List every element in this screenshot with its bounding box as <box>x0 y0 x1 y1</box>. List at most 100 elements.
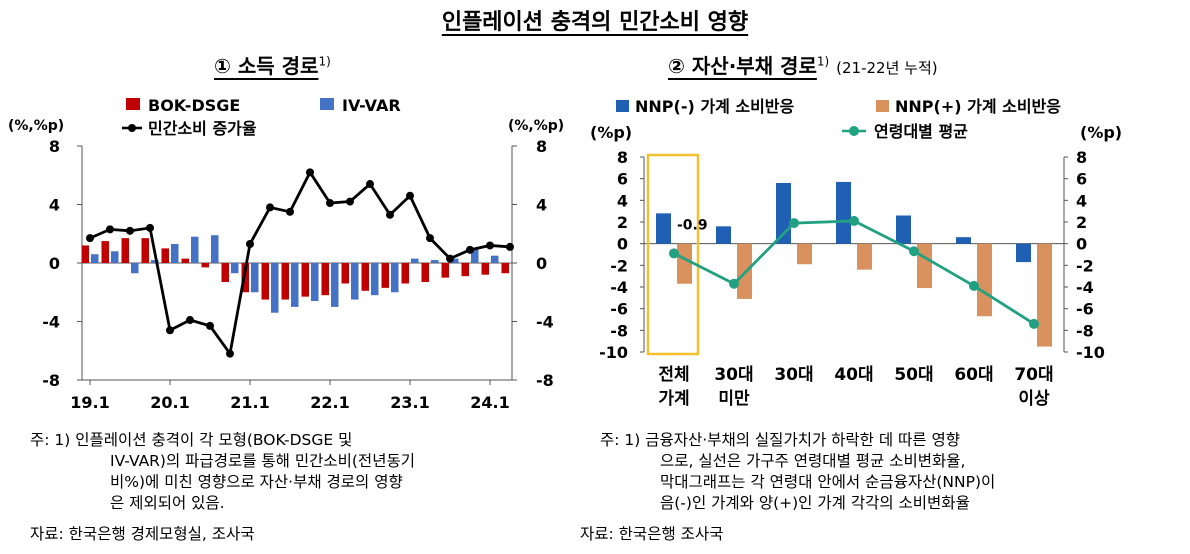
bar-iv-var <box>371 263 379 296</box>
point-consumption-growth <box>126 226 134 235</box>
bar-bok-dsge <box>101 241 109 263</box>
right-source: 자료: 한국은행 조사국 <box>580 525 724 543</box>
y-tick-label-left: 8 <box>49 137 60 156</box>
legend-swatch <box>128 124 136 132</box>
bar-bok-dsge <box>421 263 429 283</box>
y-tick-label-left: 4 <box>49 196 60 215</box>
point-consumption-growth <box>346 197 354 206</box>
x-category-label: 30대 <box>714 365 753 385</box>
y-tick-label-right: -10 <box>1076 343 1105 362</box>
point-consumption-growth <box>266 203 274 212</box>
bar-iv-var <box>171 243 179 263</box>
point-consumption-growth <box>506 242 514 251</box>
y-tick-label-right: -4 <box>1076 278 1094 297</box>
y-tick-label-right: 0 <box>536 254 547 273</box>
right-footnote-line: 음(-)인 가계와 양(+)인 가계 각각의 소비변화율 <box>660 494 970 512</box>
y-tick-label-left: -8 <box>42 371 60 390</box>
point-consumption-growth <box>466 245 474 254</box>
right-footnote: 주: 1) 금융자산·부채의 실질가치가 하락한 데 따른 영향 으로, 실선은… <box>600 430 995 514</box>
y-tick-label-right: -8 <box>536 371 554 390</box>
bar-iv-var <box>231 263 239 274</box>
bar-nnp-positive <box>977 243 992 317</box>
bar-nnp-positive <box>677 243 692 284</box>
line-consumption-growth <box>89 169 511 358</box>
bar-bok-dsge <box>81 245 89 263</box>
bar-iv-var <box>131 263 139 274</box>
point-consumption-growth <box>486 241 494 250</box>
point-age-average <box>969 280 979 291</box>
bar-bok-dsge <box>361 263 369 291</box>
y-tick-label-left: -8 <box>610 321 628 340</box>
bar-bok-dsge <box>501 263 509 274</box>
point-consumption-growth <box>206 321 214 330</box>
y-tick-label-left: -10 <box>599 343 628 362</box>
left-footnote: 주: 1) 인플레이션 충격이 각 모형(BOK-DSGE 및 IV-VAR)의… <box>30 430 415 514</box>
legend-label: NNP(-) 가계 소비반응 <box>635 97 795 116</box>
y-tick-label-right: 4 <box>1076 191 1087 210</box>
point-consumption-growth <box>106 225 114 234</box>
y-tick-label-right: -8 <box>1076 321 1094 340</box>
bar-bok-dsge <box>481 263 489 275</box>
y-tick-label-left: -4 <box>610 278 628 297</box>
bar-bok-dsge <box>341 263 349 284</box>
y-axis-unit-right: (%,%p) <box>508 118 564 134</box>
page-title: 인플레이션 충격의 민간소비 영향 <box>441 10 749 35</box>
right-footnote-line: 으로, 실선은 가구주 연령대별 평균 소비변화율, <box>660 452 966 470</box>
y-tick-label-left: 6 <box>617 170 628 189</box>
bar-nnp-positive <box>797 243 812 265</box>
point-consumption-growth <box>166 326 174 335</box>
legend-label: 민간소비 증가율 <box>148 119 257 138</box>
point-age-average <box>909 246 919 257</box>
legend-label: IV-VAR <box>342 96 401 115</box>
y-tick-label-right: 6 <box>1076 170 1087 189</box>
left-footnote-line: 은 제외되어 있음. <box>110 494 225 512</box>
right-chart-title-note: (21-22년 누적) <box>836 59 938 77</box>
x-category-label: 전체 <box>658 365 689 385</box>
legend-swatch <box>876 100 889 112</box>
right-footnote-line: 막대그래프는 각 연령대 안에서 순금융자산(NNP)이 <box>660 473 996 491</box>
point-consumption-growth <box>326 199 334 208</box>
bar-nnp-positive <box>1037 243 1052 347</box>
point-consumption-growth <box>226 349 234 358</box>
bar-iv-var <box>151 260 159 263</box>
legend-label: 연령대별 평균 <box>874 122 968 141</box>
bar-bok-dsge <box>301 263 309 297</box>
x-category-label: 미만 <box>718 389 750 409</box>
x-category-label: 40대 <box>834 365 873 385</box>
point-age-average <box>729 278 739 289</box>
bar-iv-var <box>291 263 299 307</box>
x-tick-label: 19.1 <box>70 393 109 412</box>
bar-iv-var <box>351 263 359 300</box>
x-category-label: 30대 <box>774 365 813 385</box>
y-tick-label-right: 4 <box>536 196 547 215</box>
y-tick-label-right: -4 <box>536 313 554 332</box>
point-consumption-growth <box>186 316 194 325</box>
bar-nnp-negative <box>1016 243 1031 263</box>
bar-nnp-negative <box>656 213 671 244</box>
bar-iv-var <box>491 255 499 263</box>
bar-bok-dsge <box>201 263 209 268</box>
point-consumption-growth <box>406 191 414 200</box>
y-tick-label-left: -4 <box>42 313 60 332</box>
point-age-average <box>1029 318 1039 329</box>
x-tick-label: 24.1 <box>470 393 509 412</box>
bar-bok-dsge <box>381 263 389 288</box>
point-consumption-growth <box>366 180 374 189</box>
bar-iv-var <box>471 248 479 263</box>
point-age-average <box>669 248 679 259</box>
bar-iv-var <box>391 263 399 293</box>
bar-nnp-negative <box>956 237 971 244</box>
x-tick-label: 22.1 <box>310 393 349 412</box>
data-label-annotation: -0.9 <box>677 218 708 234</box>
y-tick-label-right: 8 <box>1076 148 1087 167</box>
point-consumption-growth <box>286 207 294 216</box>
point-consumption-growth <box>306 168 314 177</box>
y-axis-unit-left: (%p) <box>590 123 632 142</box>
bar-bok-dsge <box>441 263 449 278</box>
y-tick-label-left: 4 <box>617 191 628 210</box>
bar-bok-dsge <box>141 238 149 263</box>
bar-iv-var <box>271 263 279 313</box>
y-tick-label-left: -2 <box>610 256 628 275</box>
y-axis-unit-left: (%,%p) <box>8 118 64 134</box>
left-chart-title: ① 소득 경로1) <box>214 54 331 78</box>
